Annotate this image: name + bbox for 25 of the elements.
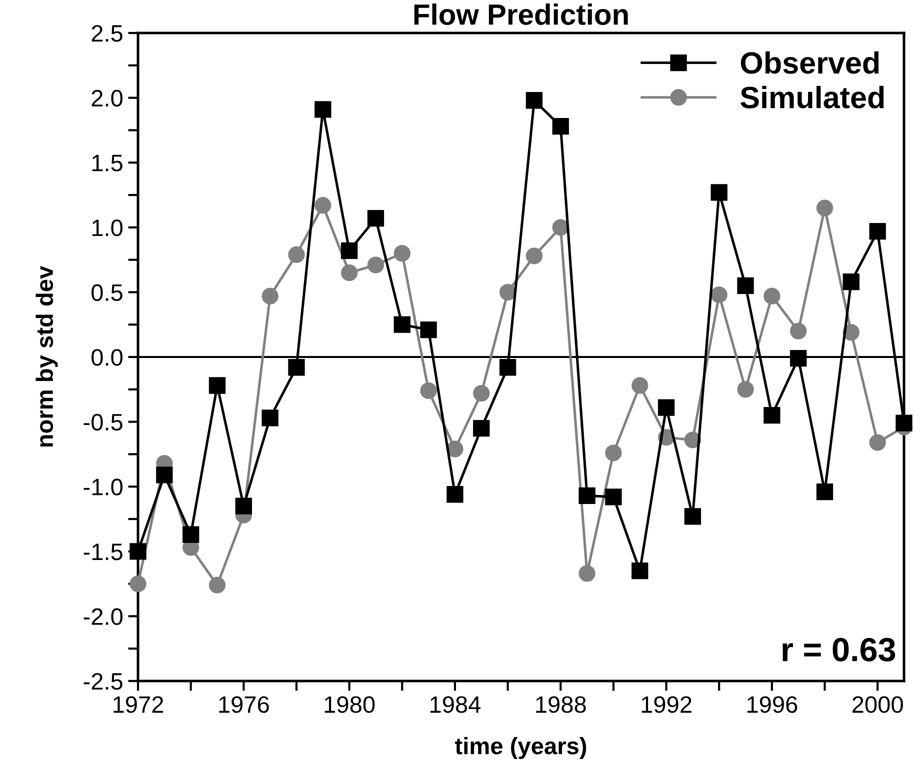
x-tick-label: 1976 (219, 696, 269, 713)
y-tick-label: 0.0 (92, 349, 122, 366)
annotation: r = 0.63 (782, 638, 896, 662)
x-tick-label: 1992 (642, 696, 692, 713)
legend-label: Observed (740, 51, 879, 74)
y-tick-label: -1.0 (84, 478, 122, 496)
y-tick-label: 1.5 (92, 154, 122, 172)
y-tick-label: -2.0 (84, 608, 122, 625)
x-tick-label: 1980 (324, 696, 375, 713)
y-tick-label: 1.0 (92, 219, 122, 236)
x-tick-label: 1984 (430, 696, 481, 713)
y-tick-label: 2.0 (92, 90, 122, 107)
y-tick-label: 2.5 (92, 25, 122, 42)
legend-label: Simulated (740, 86, 884, 108)
y-axis-title: norm by std dev (36, 266, 58, 447)
y-tick-label: 0.5 (92, 284, 122, 301)
x-tick-label: 2000 (852, 696, 903, 713)
y-tick-label: -0.5 (84, 414, 122, 431)
y-tick-label: -2.5 (84, 673, 122, 690)
chart-title: Flow Prediction (414, 4, 628, 25)
x-tick-label: 1972 (114, 696, 164, 713)
x-tick-label: 1996 (747, 696, 798, 713)
y-tick-label: -1.5 (84, 544, 122, 560)
x-tick-label: 1988 (536, 696, 586, 713)
x-axis-title: time (years) (455, 737, 586, 760)
